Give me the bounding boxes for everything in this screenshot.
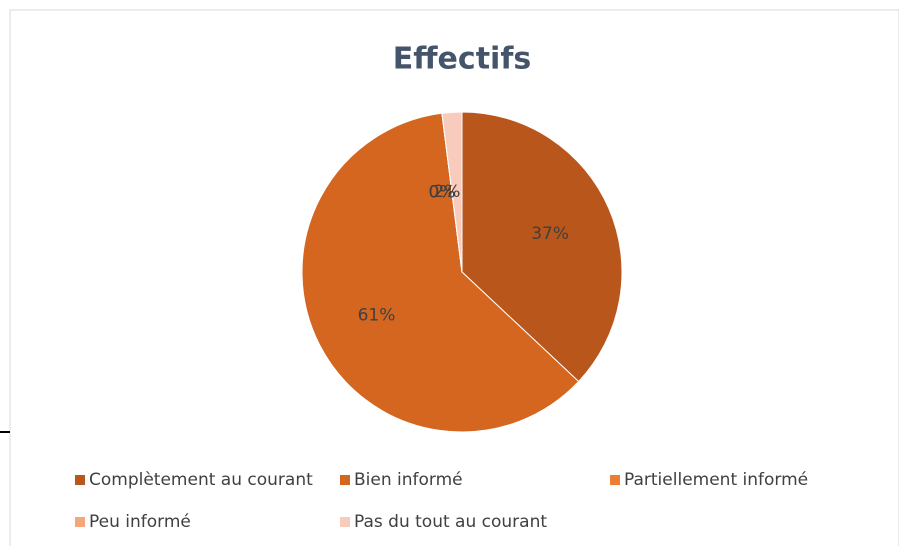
legend-swatch (610, 475, 620, 485)
data-label: 2% (433, 182, 460, 202)
legend-label: Partiellement informé (624, 470, 808, 490)
legend-label: Bien informé (354, 470, 463, 490)
legend-swatch (340, 517, 350, 527)
legend-swatch (75, 517, 85, 527)
pie-slice (301, 112, 580, 433)
legend-swatch (75, 475, 85, 485)
legend-label: Peu informé (89, 512, 191, 532)
legend-label: Pas du tout au courant (354, 512, 547, 532)
data-label: 0% (428, 183, 455, 203)
data-label: 0% (428, 183, 455, 203)
legend-label: Complètement au courant (89, 470, 313, 490)
chart-title: Effectifs (393, 42, 531, 77)
pie-slice (441, 111, 463, 273)
data-label: 61% (358, 306, 396, 326)
pie-slice (461, 111, 623, 383)
data-label: 37% (531, 224, 569, 244)
legend-swatch (340, 475, 350, 485)
